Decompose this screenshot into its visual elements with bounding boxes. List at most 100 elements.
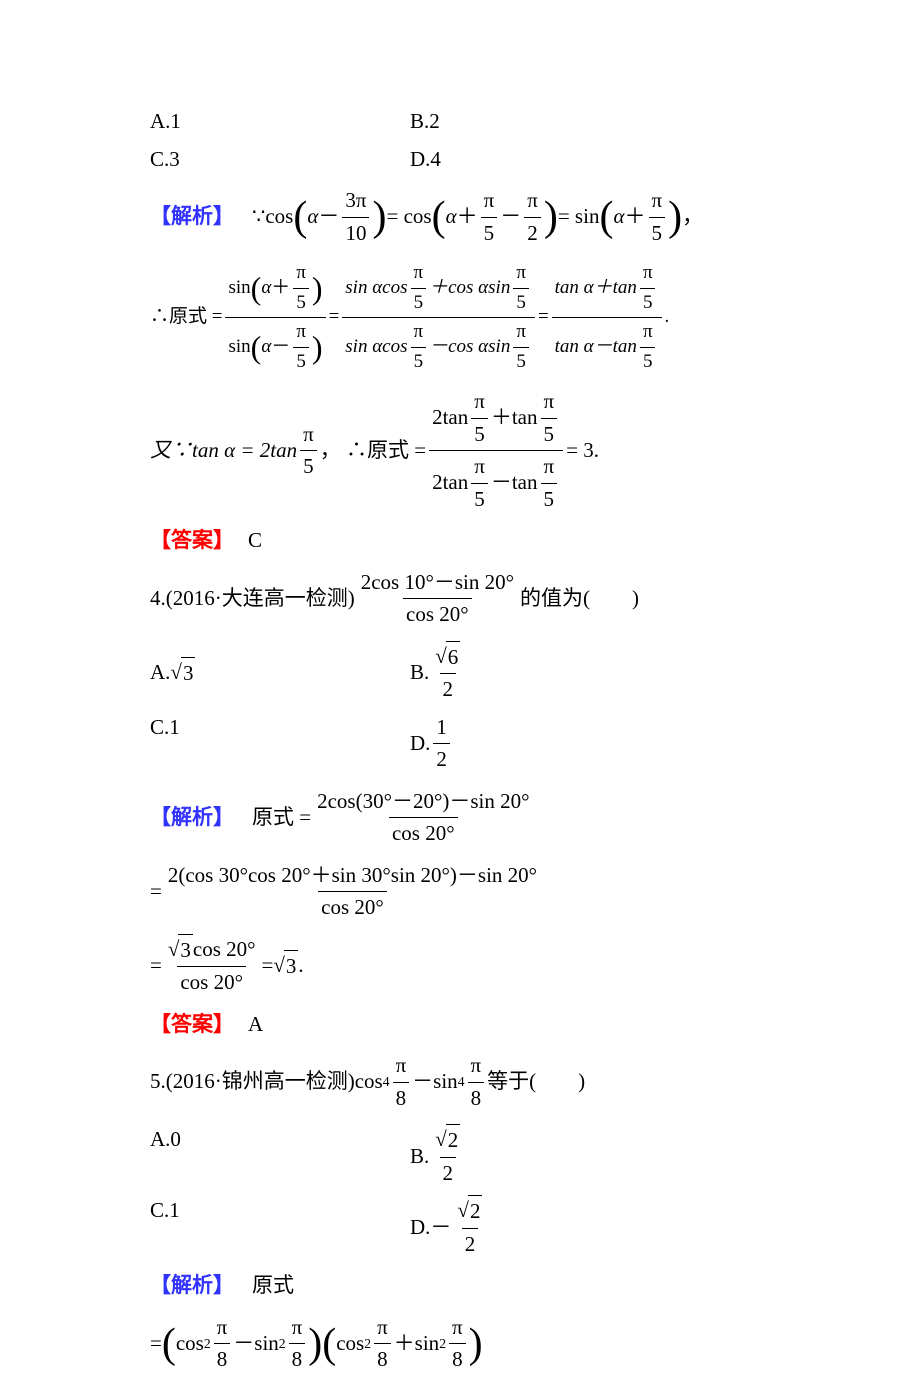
radicand: 6 [446, 641, 461, 674]
den: 8 [449, 1343, 466, 1376]
q4-choice-B: B. √6 2 [410, 641, 770, 706]
den: 5 [541, 418, 558, 451]
num: π [524, 185, 541, 217]
t: sin αcos [345, 274, 407, 303]
frac: π 5 [640, 318, 656, 376]
den: 8 [289, 1343, 306, 1376]
num: π [471, 451, 488, 483]
num: tan α＋tan π 5 [552, 259, 662, 317]
minus: － [500, 201, 521, 233]
num: π [300, 419, 317, 451]
t: 2tan [432, 467, 468, 499]
frac: tan α＋tan π 5 tan α－tan π 5 [552, 259, 662, 376]
sqrt-icon: √3 [273, 950, 298, 983]
frac: √2 2 [454, 1195, 485, 1260]
frac: π 5 [648, 185, 665, 249]
radicand: 2 [468, 1195, 483, 1228]
den: 5 [513, 347, 529, 377]
frac: 3π 10 [342, 185, 369, 249]
paren-close-icon: ) [469, 1323, 483, 1365]
text: 又∵tan α = 2tan [150, 435, 297, 467]
frac: π 5 [513, 318, 529, 376]
num: 2(cos 30°cos 20°＋sin 30°sin 20°)－sin 20° [165, 860, 540, 892]
num: 2cos(30°－20°)－sin 20° [314, 786, 532, 818]
answer-value: C [248, 525, 262, 557]
q5-choice-B: B. √2 2 [410, 1124, 770, 1189]
radicand: 3 [178, 934, 193, 967]
text: 4.(2016·大连高一检测) [150, 583, 355, 615]
num: sin αcos π 5 ＋cos αsin π 5 [342, 259, 535, 317]
den: cos 20° [403, 598, 472, 631]
num: 2tan π 5 ＋tan π 5 [429, 386, 563, 450]
num: π [648, 185, 665, 217]
plus: ＋ [271, 274, 290, 303]
alpha: α [446, 201, 457, 233]
eq: = [329, 303, 340, 332]
sqrt-icon: √6 [435, 641, 460, 674]
q5-analysis-line2: = ( cos2 π 8 －sin2 π 8 ) ( cos2 π 8 ＋sin… [150, 1312, 770, 1376]
frac: √6 2 [432, 641, 463, 706]
q4-analysis-line1: 【解析】 原式 = 2cos(30°－20°)－sin 20° cos 20° [150, 786, 770, 850]
den: 5 [649, 217, 666, 250]
t: tan α＋tan [555, 274, 637, 303]
paren-close-icon: ) [312, 331, 323, 363]
t: －cos αsin [429, 333, 510, 362]
den: 8 [468, 1082, 485, 1115]
q5-choice-A: A.0 [150, 1124, 410, 1189]
period: . [665, 303, 670, 332]
paren-open-icon: ( [251, 331, 262, 363]
num: π [468, 1050, 485, 1082]
num: π [513, 318, 529, 347]
q3-analysis-line1: 【解析】 ∵cos ( α － 3π 10 ) = cos ( α ＋ π 5 … [150, 185, 770, 249]
radicand: 3 [284, 950, 299, 983]
den: tan α－tan π 5 [552, 317, 662, 376]
q4-choice-row-2: C.1 D. 1 2 [150, 712, 770, 776]
frac: √3 cos 20° cos 20° [165, 934, 259, 999]
alpha: α [307, 201, 318, 233]
period: . [298, 950, 303, 982]
q5-choice-D: D.－ √2 2 [410, 1195, 770, 1260]
q5-choice-C: C.1 [150, 1195, 410, 1260]
q5-stem: 5.(2016·锦州高一检测)cos4 π 8 －sin4 π 8 等于( ) [150, 1050, 770, 1114]
den: 2 [524, 217, 541, 250]
analysis-label: 【解析】 [150, 1270, 234, 1302]
den: cos 20° [177, 966, 246, 999]
t: tan α－tan [555, 333, 637, 362]
text: ， ∴原式 = [320, 435, 426, 467]
q3-choice-row-1: A.1 B.2 [150, 106, 770, 138]
frac: π 5 [293, 318, 309, 376]
paren-close-icon: ) [312, 272, 323, 304]
num: 1 [433, 712, 450, 744]
sqrt-icon: √3 [170, 657, 195, 690]
text: 原式 = [252, 802, 311, 834]
den: 5 [471, 483, 488, 516]
frac: 2tan π 5 ＋tan π 5 2tan π 5 －tan [429, 386, 563, 515]
q4-choice-C: C.1 [150, 712, 410, 776]
text: ＋sin [394, 1328, 440, 1360]
cos: cos [336, 1328, 364, 1360]
frac: π 5 [640, 259, 656, 317]
text: 5.(2016·锦州高一检测)cos [150, 1066, 383, 1098]
text: ∴原式 = [150, 303, 222, 332]
q5-analysis-line1: 【解析】 原式 [150, 1270, 770, 1302]
analysis-label: 【解析】 [150, 201, 234, 233]
label: B. [410, 657, 429, 689]
frac: √2 2 [432, 1124, 463, 1189]
t: 2tan [432, 402, 468, 434]
q5-choice-row-1: A.0 B. √2 2 [150, 1124, 770, 1189]
paren-close-icon: ) [544, 196, 558, 238]
frac: π 5 [513, 259, 529, 317]
den: 8 [374, 1343, 391, 1376]
den: 5 [300, 450, 317, 483]
eq: = cos [387, 201, 432, 233]
t: －tan [491, 467, 538, 499]
num: π [449, 1312, 466, 1344]
t: ＋tan [491, 402, 538, 434]
eq: = [150, 950, 162, 982]
q5-choice-row-2: C.1 D.－ √2 2 [150, 1195, 770, 1260]
num: π [411, 318, 427, 347]
den: 2 [433, 743, 450, 776]
plus: ＋ [624, 201, 645, 233]
num: π [411, 259, 427, 288]
frac: 1 2 [433, 712, 450, 776]
